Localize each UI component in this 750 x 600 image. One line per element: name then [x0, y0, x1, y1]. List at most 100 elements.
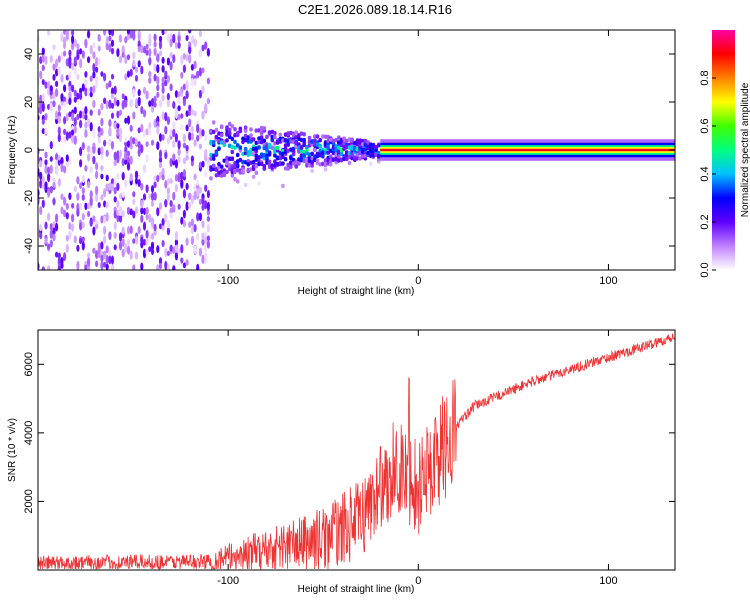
spectrogram-cell: [126, 150, 131, 157]
spectrogram-cell: [185, 237, 189, 246]
spectrogram-cell: [105, 201, 109, 209]
spectrogram-cell: [161, 94, 165, 101]
spectrogram-cell: [188, 193, 192, 201]
spectrogram-cell: [108, 231, 112, 240]
spectrogram-cell: [89, 86, 93, 93]
spectrogram-cell: [132, 238, 136, 244]
spectrogram-cell: [47, 87, 51, 96]
spectrogram-cell: [76, 43, 80, 50]
spectrogram-cell: [105, 263, 109, 270]
spectrogram-cell: [110, 183, 115, 191]
spectrogram-cell: [129, 30, 133, 39]
spectrogram-cell: [251, 137, 256, 142]
spectrogram-cell: [243, 146, 248, 152]
spectrogram-cell: [337, 149, 341, 154]
spectrogram-cell: [262, 138, 267, 143]
spectrogram-cell: [105, 174, 109, 182]
spectrogram-cell: [126, 162, 131, 171]
spectrogram-cell: [164, 79, 168, 87]
spectrogram-cell: [108, 182, 112, 191]
spectrogram-cell: [225, 125, 229, 130]
spectrogram-cell: [230, 149, 235, 155]
spectrogram-cell: [233, 127, 237, 132]
spectrogram-cell: [87, 145, 91, 153]
spectrogram-cell: [49, 229, 53, 239]
spectrogram-cell: [41, 118, 45, 125]
spectrogram-cell: [47, 243, 51, 250]
spectrogram-cell: [110, 255, 115, 265]
spectrogram-cell: [68, 222, 72, 230]
spectrogram-cell: [286, 162, 291, 167]
spectrogram-cell: [87, 210, 91, 217]
spectrogram-cell: [190, 155, 194, 162]
spectrogram-cell: [63, 116, 67, 125]
spectrogram-cell: [103, 97, 107, 105]
spectrogram-cell: [44, 221, 48, 230]
spectrogram-cell: [39, 171, 43, 181]
spectrogram-cell: [196, 70, 200, 77]
spectrogram-cell: [257, 181, 261, 186]
spectrogram-cell: [214, 151, 219, 156]
spectrogram-cell: [84, 78, 88, 88]
spectrogram-cell: [315, 160, 320, 166]
spectrogram-cell: [190, 218, 194, 227]
spectrogram-cell: [323, 140, 328, 145]
spectrogram-cell: [166, 137, 170, 145]
spectrogram-cell: [172, 121, 176, 130]
spectrogram-cell: [65, 159, 69, 168]
spectrogram-cell: [166, 57, 170, 66]
spectrogram-cell: [105, 183, 109, 192]
snr-xtick-label: -100: [217, 575, 239, 587]
spectrogram-cell: [150, 247, 155, 256]
spectrogram-cell: [55, 88, 59, 98]
spectrogram-cell: [270, 134, 275, 140]
spectrogram-cell: [47, 166, 51, 174]
spectrogram-cell: [100, 194, 104, 201]
spectrogram-cell: [196, 134, 200, 142]
spectrogram-cell: [198, 30, 202, 38]
spectrogram-cell: [251, 146, 256, 152]
spectrogram-cell: [89, 45, 93, 55]
spectrogram-cell: [57, 133, 61, 143]
spectrogram-cell: [161, 174, 165, 181]
spectrogram-cell: [84, 264, 88, 270]
spectrogram-cell: [190, 226, 194, 235]
colorbar-tick-label: 0.4: [699, 166, 711, 181]
spectrogram-cell: [39, 159, 43, 168]
spectrogram-cell: [57, 265, 61, 270]
colorbar-tick-label: 0.6: [699, 118, 711, 133]
spectrogram-cell: [201, 111, 205, 120]
spectrogram-ytick-label: 40: [23, 48, 35, 60]
spectrogram-cell: [95, 162, 99, 171]
spectrogram-cell: [118, 215, 123, 223]
spectrogram-cell: [366, 163, 370, 168]
spectrogram-cell: [211, 163, 216, 169]
spectrogram-cell: [39, 224, 43, 232]
spectrogram-cell: [73, 40, 77, 46]
spectrogram-cells: [38, 30, 675, 270]
spectrogram-cell: [164, 213, 168, 223]
spectrogram-cell: [286, 139, 291, 144]
spectrogram-cell: [164, 125, 168, 135]
spectrogram-cell: [49, 141, 53, 150]
spectrogram-cell: [118, 241, 123, 251]
colorbar: 0.0 0.2 0.4 0.6 0.8 Normalized spectral ampl…: [699, 30, 750, 278]
spectrogram-cell: [73, 117, 77, 127]
spectrogram-cell: [299, 145, 304, 150]
spectrogram-cell: [353, 140, 357, 146]
spectrogram-cell: [211, 120, 216, 125]
spectrogram-cell: [182, 188, 186, 199]
spectrogram-cell: [289, 130, 293, 136]
spectrogram-cell: [129, 208, 133, 216]
spectrogram-cell: [161, 76, 165, 84]
spectrogram-cell: [156, 245, 160, 254]
spectrogram-cell: [118, 134, 123, 143]
spectrogram-cell: [219, 132, 224, 138]
spectrogram-cell: [180, 216, 184, 225]
spectrogram-cell: [150, 97, 155, 107]
spectrogram-cell: [41, 266, 45, 270]
spectrogram-cell: [137, 96, 141, 107]
spectrogram-cell: [230, 169, 235, 175]
spectrogram-cell: [89, 165, 93, 174]
spectrogram-cell: [227, 131, 232, 136]
